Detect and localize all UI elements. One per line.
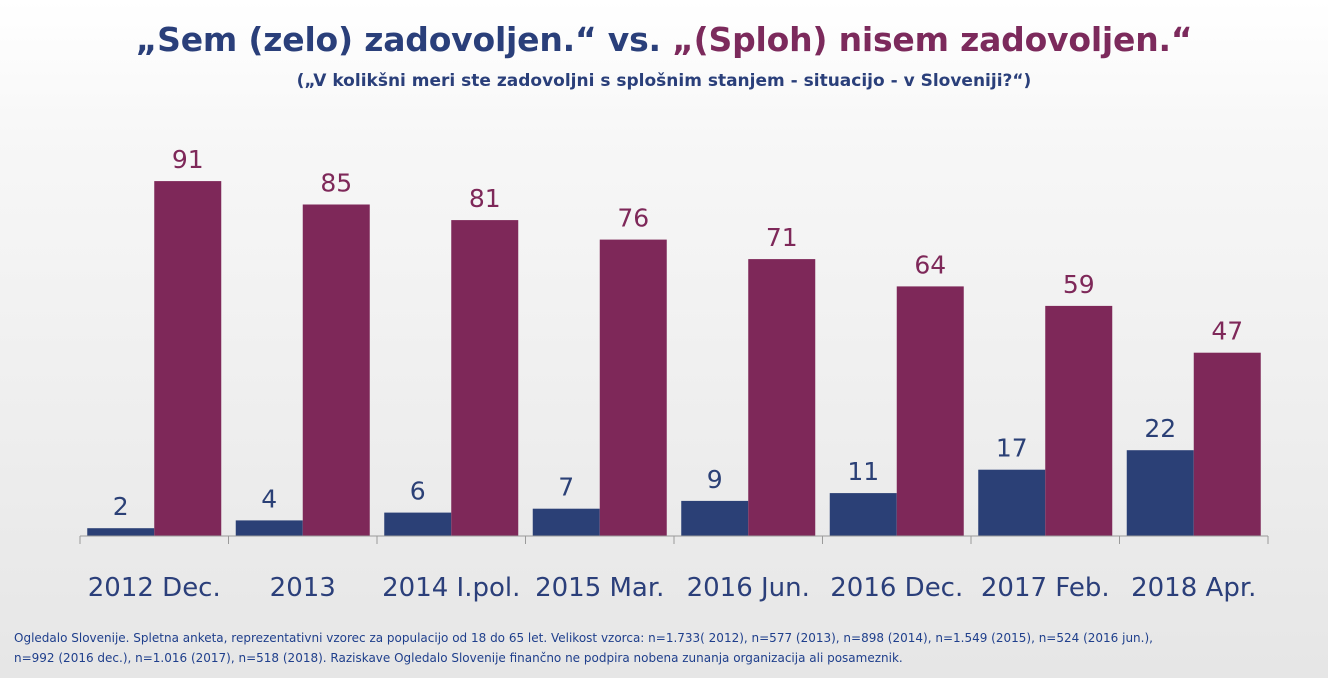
data-label-series-1: 9 <box>707 465 723 494</box>
data-label-series-2: 85 <box>320 169 352 198</box>
bar-series-2 <box>896 286 964 536</box>
bar-series-1 <box>681 500 749 536</box>
chart-title: „Sem (zelo) zadovoljen.“ vs. „(Sploh) ni… <box>0 20 1328 59</box>
bar-series-1 <box>978 469 1046 536</box>
data-label-series-1: 2 <box>113 492 129 521</box>
footnote: Ogledalo Slovenije. Spletna anketa, repr… <box>14 628 1314 668</box>
bar-series-1 <box>532 508 600 536</box>
data-label-series-1: 4 <box>261 484 277 513</box>
data-label-series-2: 64 <box>914 250 946 279</box>
bar-series-2 <box>1045 305 1113 536</box>
footnote-line-2: n=992 (2016 dec.), n=1.016 (2017), n=518… <box>14 651 903 665</box>
x-tick-label: 2013 <box>270 573 336 603</box>
bar-series-2 <box>1193 352 1261 536</box>
title-part-satisfied: „Sem (zelo) zadovoljen.“ vs. <box>135 20 661 59</box>
x-tick-label: 2014 I.pol. <box>382 573 520 603</box>
bar-series-2 <box>748 259 816 536</box>
bar-series-1 <box>829 493 897 536</box>
chart-subtitle: („V kolikšni meri ste zadovoljni s sploš… <box>296 71 1032 91</box>
bar-series-1 <box>1126 450 1194 536</box>
data-label-series-2: 59 <box>1063 270 1095 299</box>
data-label-series-1: 6 <box>410 477 426 506</box>
bar-series-2 <box>451 220 519 536</box>
data-label-series-2: 71 <box>766 223 798 252</box>
data-label-series-2: 76 <box>617 204 649 233</box>
x-tick-label: 2015 Mar. <box>535 573 664 603</box>
data-label-series-2: 91 <box>172 145 204 174</box>
data-label-series-1: 17 <box>996 434 1028 463</box>
bar-series-2 <box>599 239 667 536</box>
title-part-not-satisfied: „(Sploh) nisem zadovoljen.“ <box>672 20 1193 59</box>
bar-series-2 <box>154 181 222 536</box>
x-tick-label: 2016 Jun. <box>687 573 810 603</box>
data-label-series-2: 47 <box>1211 317 1243 346</box>
bar-series-1 <box>87 528 155 536</box>
x-tick-label: 2016 Dec. <box>830 573 963 603</box>
bar-series-1 <box>235 520 303 536</box>
x-tick-label: 2018 Apr. <box>1131 573 1256 603</box>
data-label-series-1: 7 <box>558 473 574 502</box>
x-tick-label: 2017 Feb. <box>981 573 1110 603</box>
bar-series-2 <box>302 204 370 536</box>
data-label-series-2: 81 <box>469 184 501 213</box>
x-tick-label: 2012 Dec. <box>88 573 221 603</box>
bar-series-1 <box>384 512 452 536</box>
bar-chart: 2 91 2012 Dec. 4 85 2013 6 81 2014 I.pol. 7 76 2015… <box>79 145 1269 603</box>
data-label-series-1: 11 <box>847 457 879 486</box>
data-label-series-1: 22 <box>1144 414 1176 443</box>
footnote-line-1: Ogledalo Slovenije. Spletna anketa, repr… <box>14 631 1153 645</box>
